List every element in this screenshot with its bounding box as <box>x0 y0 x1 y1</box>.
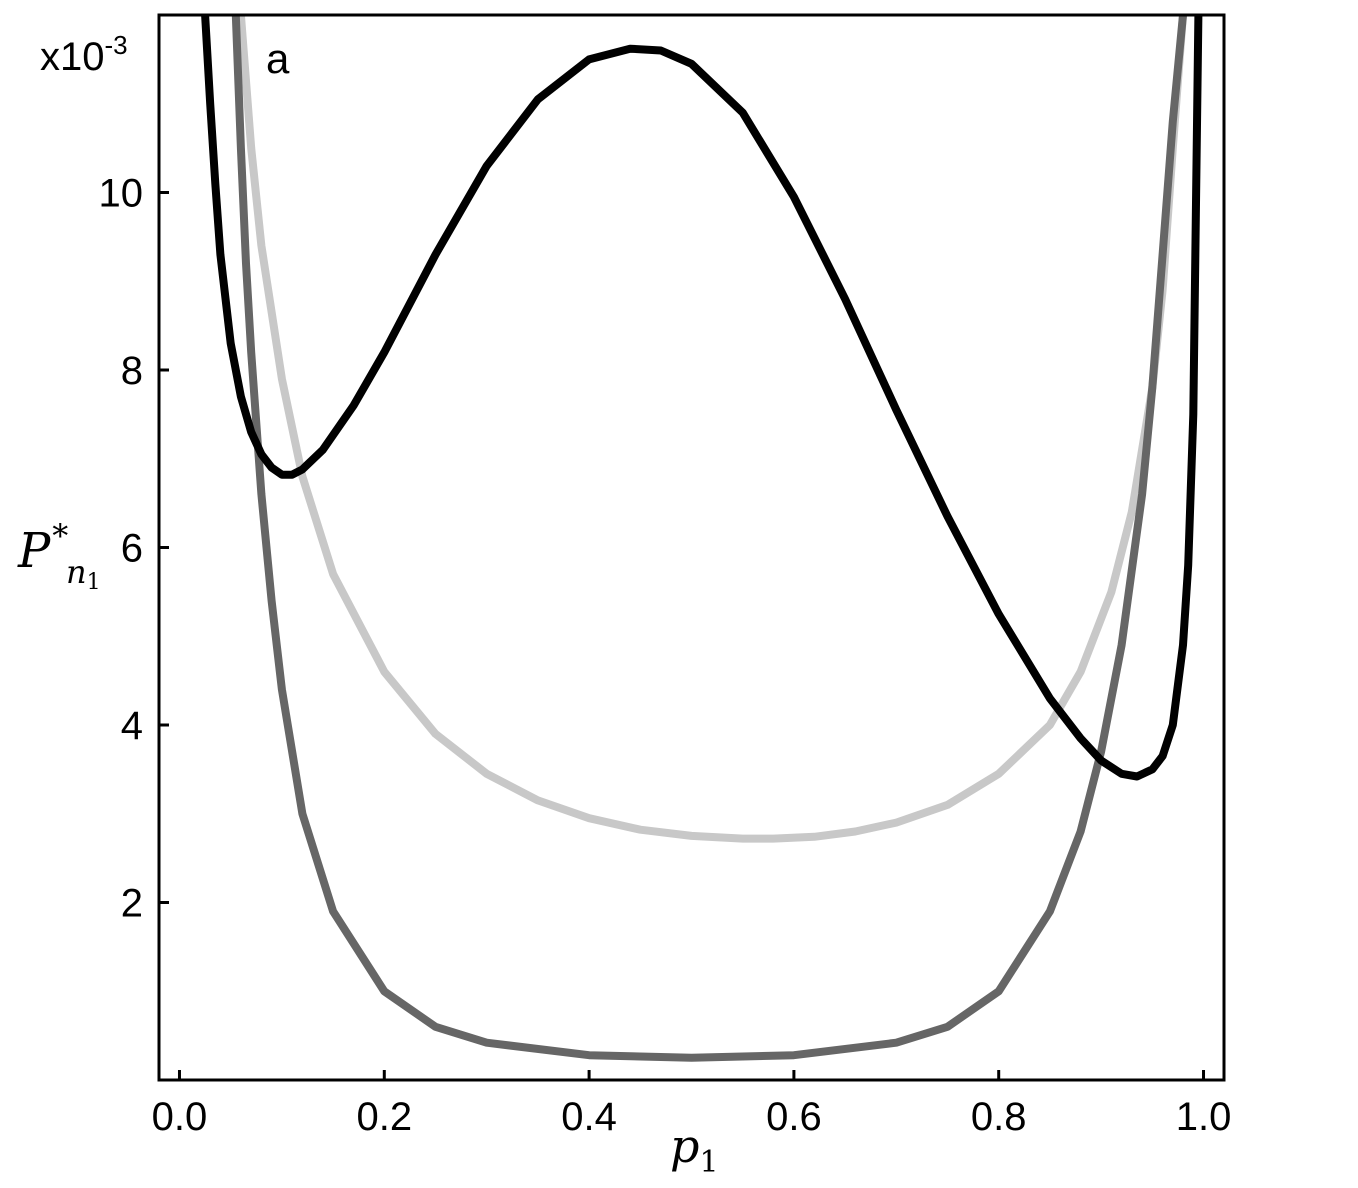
x-tick-label: 1.0 <box>1176 1095 1232 1139</box>
x-tick-label: 0.2 <box>356 1095 412 1139</box>
y-scale-label: x10-3 <box>40 30 128 79</box>
ticks-layer: 0.0 0.2 0.4 0.6 0.8 1.0 2 4 6 8 10 <box>99 172 1232 1140</box>
y-tick-label: 10 <box>99 172 144 216</box>
series-line-1 <box>236 15 1187 843</box>
series-layer <box>201 15 1203 1062</box>
y-scale-base: x10 <box>40 35 105 79</box>
y-tick-label: 8 <box>121 349 143 393</box>
plot-frame <box>157 13 1226 1082</box>
x-tick-label: 0.0 <box>152 1095 208 1139</box>
y-tick-label: 2 <box>121 882 143 926</box>
y-tick-label: 4 <box>121 704 143 748</box>
y-axis-label-sub: n <box>66 553 87 591</box>
series-line-3 <box>201 15 1203 781</box>
x-axis-label-base: p <box>670 1119 699 1173</box>
x-axis-label-sub: 1 <box>699 1145 718 1180</box>
x-tick-label: 0.8 <box>971 1095 1027 1139</box>
y-axis-label-sup: * <box>52 517 68 555</box>
y-axis-label: P* n1 <box>17 517 101 595</box>
x-tick-label: 0.4 <box>561 1095 617 1139</box>
panel-label: a <box>266 35 290 82</box>
series-line-2 <box>231 15 1187 1062</box>
y-tick-label: 6 <box>121 527 143 571</box>
y-scale-exponent: -3 <box>105 30 128 60</box>
x-axis-label: p1 <box>670 1119 719 1180</box>
x-tick-label: 0.6 <box>766 1095 822 1139</box>
y-axis-label-subsub: 1 <box>87 570 101 595</box>
y-axis-label-base: P <box>17 523 51 579</box>
